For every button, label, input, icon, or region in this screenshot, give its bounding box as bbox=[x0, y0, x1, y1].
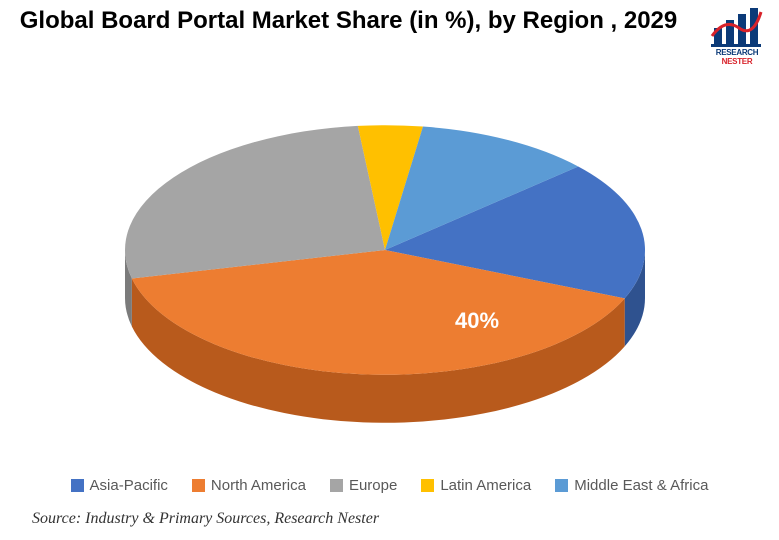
legend-swatch bbox=[555, 479, 568, 492]
pie-chart: 40% bbox=[50, 80, 720, 450]
source-citation: Source: Industry & Primary Sources, Rese… bbox=[32, 510, 379, 528]
legend-item: Middle East & Africa bbox=[555, 477, 708, 494]
legend-item: Asia-Pacific bbox=[71, 477, 168, 494]
legend-item: Latin America bbox=[421, 477, 531, 494]
legend-swatch bbox=[71, 479, 84, 492]
legend-swatch bbox=[421, 479, 434, 492]
legend-label: Latin America bbox=[440, 477, 531, 494]
chart-title: Global Board Portal Market Share (in %),… bbox=[8, 6, 689, 36]
legend-item: North America bbox=[192, 477, 306, 494]
logo-text-a: RESEARCH bbox=[716, 48, 759, 57]
legend-label: Europe bbox=[349, 477, 397, 494]
legend-item: Europe bbox=[330, 477, 397, 494]
legend-swatch bbox=[192, 479, 205, 492]
pie-svg bbox=[50, 80, 720, 450]
legend: Asia-Pacific North America Europe Latin Ame… bbox=[0, 477, 779, 494]
legend-label: North America bbox=[211, 477, 306, 494]
logo-bars-icon bbox=[709, 6, 765, 48]
logo-text-b: NESTER bbox=[722, 57, 753, 66]
slice-value-label: 40% bbox=[455, 308, 499, 334]
research-nester-logo: RESEARCH NESTER bbox=[705, 6, 769, 66]
legend-swatch bbox=[330, 479, 343, 492]
legend-label: Asia-Pacific bbox=[90, 477, 168, 494]
legend-label: Middle East & Africa bbox=[574, 477, 708, 494]
